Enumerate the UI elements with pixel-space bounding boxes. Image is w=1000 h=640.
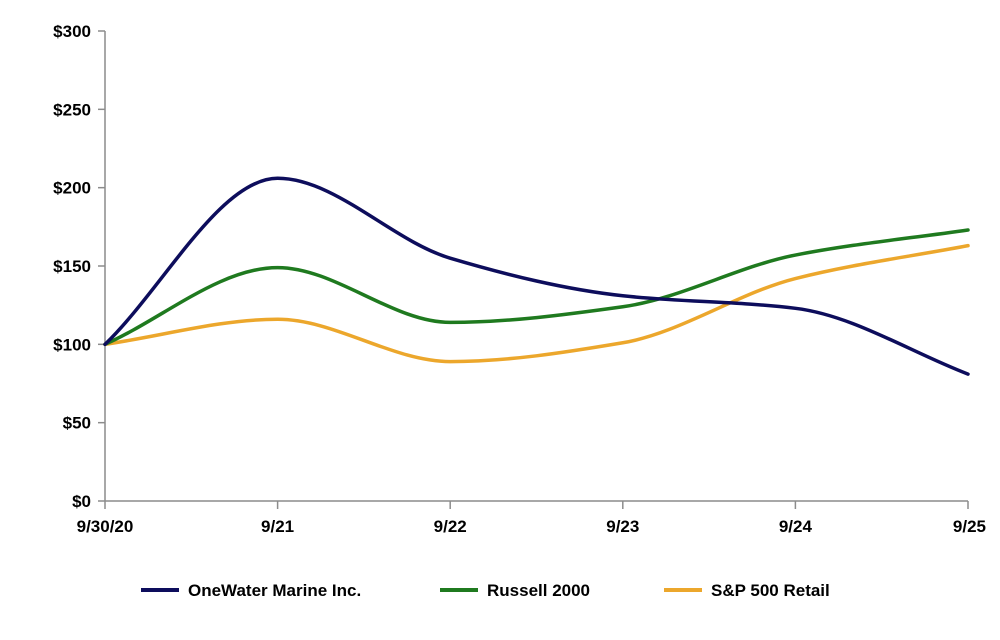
- y-tick-label: $50: [63, 414, 91, 433]
- y-tick-label: $150: [53, 257, 91, 276]
- x-tick-label: 9/25: [953, 517, 986, 536]
- x-tick-label: 9/21: [261, 517, 294, 536]
- legend-item-russell-2000: Russell 2000: [440, 581, 590, 600]
- x-tick-label: 9/30/20: [77, 517, 134, 536]
- x-axis: 9/30/20 9/21 9/22 9/23 9/24 9/25: [77, 500, 986, 536]
- legend: OneWater Marine Inc. Russell 2000 S&P 500 …: [141, 581, 830, 600]
- x-tick-label: 9/22: [434, 517, 467, 536]
- series-line-s-p-500-retail: [103, 243, 970, 364]
- series-line-onewater-marine-inc: [103, 176, 970, 376]
- series-lines: [103, 176, 970, 376]
- x-tick-label: 9/24: [779, 517, 813, 536]
- legend-item-s-p-500-retail: S&P 500 Retail: [664, 581, 830, 600]
- legend-label: S&P 500 Retail: [711, 581, 830, 600]
- legend-label: Russell 2000: [487, 581, 590, 600]
- y-tick-label: $300: [53, 22, 91, 41]
- y-tick-label: $200: [53, 179, 91, 198]
- y-tick-label: $100: [53, 335, 91, 354]
- y-axis: $0 $50 $100 $150 $200 $250 $300: [53, 22, 106, 511]
- y-tick-label: $0: [72, 492, 91, 511]
- legend-label: OneWater Marine Inc.: [188, 581, 361, 600]
- series-line-russell-2000: [103, 228, 970, 347]
- legend-item-onewater-marine-inc: OneWater Marine Inc.: [141, 581, 361, 600]
- x-tick-label: 9/23: [606, 517, 639, 536]
- y-tick-label: $250: [53, 100, 91, 119]
